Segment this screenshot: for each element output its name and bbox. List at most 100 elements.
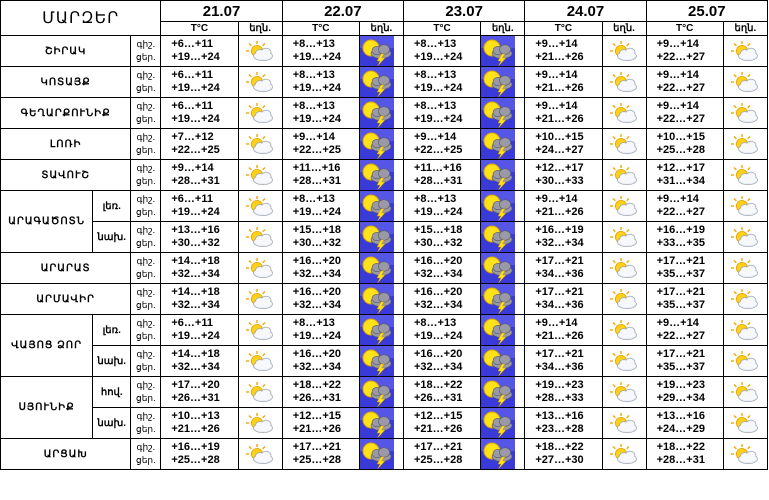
day-temperature: +32…+34 — [292, 299, 342, 311]
weather-cell — [601, 66, 647, 98]
region-name: ԳԵՂԱՐՔՈՒՆԻՔ — [0, 97, 132, 129]
temperature-cell: +18…+22 +26…+31 — [402, 376, 482, 408]
day-temperature: +19…+24 — [414, 51, 463, 63]
night-temperature: +16…+20 — [292, 348, 342, 360]
day-temperature: +35…+37 — [656, 299, 705, 311]
night-temperature: +16…+19 — [171, 441, 220, 453]
weather-cell — [601, 407, 647, 439]
time-of-day-labels: գիշ. ցեր. — [130, 35, 162, 67]
thunderstorm-icon — [481, 36, 524, 66]
partly-cloudy-icon — [724, 226, 766, 248]
partly-cloudy-icon — [239, 288, 281, 310]
night-temperature: +12…+15 — [414, 410, 463, 422]
temperature-cell: +8…+13 +19…+24 — [402, 35, 482, 67]
weather-cell — [358, 345, 405, 377]
partly-cloudy-icon — [603, 164, 645, 186]
region-row: ԱՐԱԳԱԾՈՏՆ լեռ. գիշ. ցեր. +6…+11 +19…+24 +8…+13… — [0, 190, 769, 253]
partly-cloudy-icon — [724, 71, 766, 93]
night-temperature: +10…+15 — [656, 131, 705, 143]
temperature-cell: +6…+11 +19…+24 — [160, 35, 239, 67]
night-temperature: +17…+21 — [656, 286, 705, 298]
day-temperature: +31…+34 — [656, 175, 705, 187]
partly-cloudy-icon — [603, 319, 645, 341]
day-temperature: +32…+34 — [414, 268, 463, 280]
region-name: ԱՐՄԱՎԻՐ — [0, 283, 132, 315]
temperature-cell: +12…+15 +21…+26 — [281, 407, 360, 439]
temperature-header: T°C — [160, 21, 239, 36]
night-temperature: +16…+20 — [414, 255, 463, 267]
thunderstorm-icon — [481, 98, 524, 128]
temperature-cell: +8…+13 +19…+24 — [402, 66, 482, 98]
thunderstorm-icon — [360, 36, 402, 66]
region-row: նախ. գիշ. ցեր. +14…+18 +32…+34 +16…+20 +32…+34… — [1, 345, 769, 377]
partly-cloudy-icon — [603, 350, 645, 372]
weather-cell — [722, 190, 769, 222]
temperature-cell: +11…+16 +28…+31 — [281, 159, 360, 191]
partly-cloudy-icon — [724, 133, 766, 155]
day-temperature: +22…+27 — [656, 51, 705, 63]
weather-cell — [480, 345, 526, 377]
temperature-cell: +13…+16 +30…+32 — [160, 221, 239, 253]
temperature-cell: +16…+20 +32…+34 — [402, 283, 482, 315]
thunderstorm-icon — [360, 222, 402, 252]
day-temperature: +28…+31 — [292, 175, 342, 187]
day-temperature: +19…+24 — [414, 113, 463, 125]
night-temperature: +18…+22 — [414, 379, 463, 391]
thunderstorm-icon — [360, 253, 402, 283]
night-label: գիշ. — [136, 101, 156, 111]
night-temperature: +12…+17 — [535, 162, 584, 174]
region-row: ՍՅՈՒՆԻՔ հով. գիշ. ցեր. +17…+20 +26…+31 +18…+22… — [0, 376, 769, 439]
night-temperature: +8…+13 — [292, 38, 335, 50]
subregion-label: նախ. — [92, 407, 132, 439]
night-temperature: +18…+22 — [292, 379, 342, 391]
weather-cell — [358, 221, 405, 253]
partly-cloudy-icon — [724, 195, 766, 217]
temperature-cell: +16…+20 +32…+34 — [281, 252, 360, 284]
partly-cloudy-icon — [239, 71, 281, 93]
thunderstorm-icon — [481, 408, 524, 438]
night-temperature: +9…+14 — [535, 100, 578, 112]
night-temperature: +6…+11 — [171, 193, 213, 205]
temperature-cell: +6…+11 +19…+24 — [160, 190, 239, 222]
night-temperature: +6…+11 — [171, 38, 213, 50]
weather-cell — [480, 314, 526, 346]
temperature-cell: +9…+14 +21…+26 — [524, 97, 603, 129]
subregion-label: նախ. — [92, 221, 132, 253]
thunderstorm-icon — [360, 315, 402, 345]
night-temperature: +9…+14 — [535, 69, 578, 81]
temperature-cell: +8…+13 +19…+24 — [402, 190, 482, 222]
thunderstorm-icon — [360, 67, 402, 97]
day-temperature: +21…+26 — [171, 423, 220, 435]
temperature-cell: +10…+15 +24…+27 — [524, 128, 603, 160]
region-row: ԿՈՏԱՅՔ գիշ. ցեր. +6…+11 +19…+24 +8…+13 +19…+24… — [0, 66, 769, 98]
weather-cell — [722, 66, 769, 98]
day-temperature: +21…+26 — [535, 113, 584, 125]
partly-cloudy-icon — [239, 257, 281, 279]
temperature-cell: +17…+21 +25…+28 — [281, 438, 360, 470]
night-temperature: +17…+21 — [656, 255, 705, 267]
night-temperature: +6…+11 — [171, 317, 213, 329]
night-temperature: +16…+20 — [414, 286, 463, 298]
weather-cell — [358, 159, 405, 191]
temperature-cell: +9…+14 +21…+26 — [524, 190, 603, 222]
night-label: գիշ. — [136, 39, 156, 49]
temperature-cell: +9…+14 +28…+31 — [160, 159, 239, 191]
partly-cloudy-icon — [724, 288, 766, 310]
day-temperature: +21…+26 — [535, 206, 584, 218]
weather-header: եղն. — [601, 21, 647, 36]
day-temperature: +28…+31 — [414, 175, 463, 187]
weather-cell — [237, 128, 283, 160]
weather-cell — [722, 438, 769, 470]
weather-cell — [722, 97, 769, 129]
time-of-day-labels: գիշ. ցեր. — [130, 376, 162, 408]
night-temperature: +17…+21 — [414, 441, 463, 453]
weather-cell — [722, 159, 769, 191]
temperature-header: T°C — [281, 21, 360, 36]
day-temperature: +21…+26 — [535, 51, 584, 63]
day-temperature: +19…+24 — [414, 82, 463, 94]
weather-cell — [237, 35, 283, 67]
day-temperature: +19…+24 — [292, 330, 342, 342]
temperature-cell: +17…+21 +35…+37 — [645, 252, 724, 284]
day-label: ցեր. — [136, 176, 156, 186]
night-temperature: +14…+18 — [171, 286, 220, 298]
